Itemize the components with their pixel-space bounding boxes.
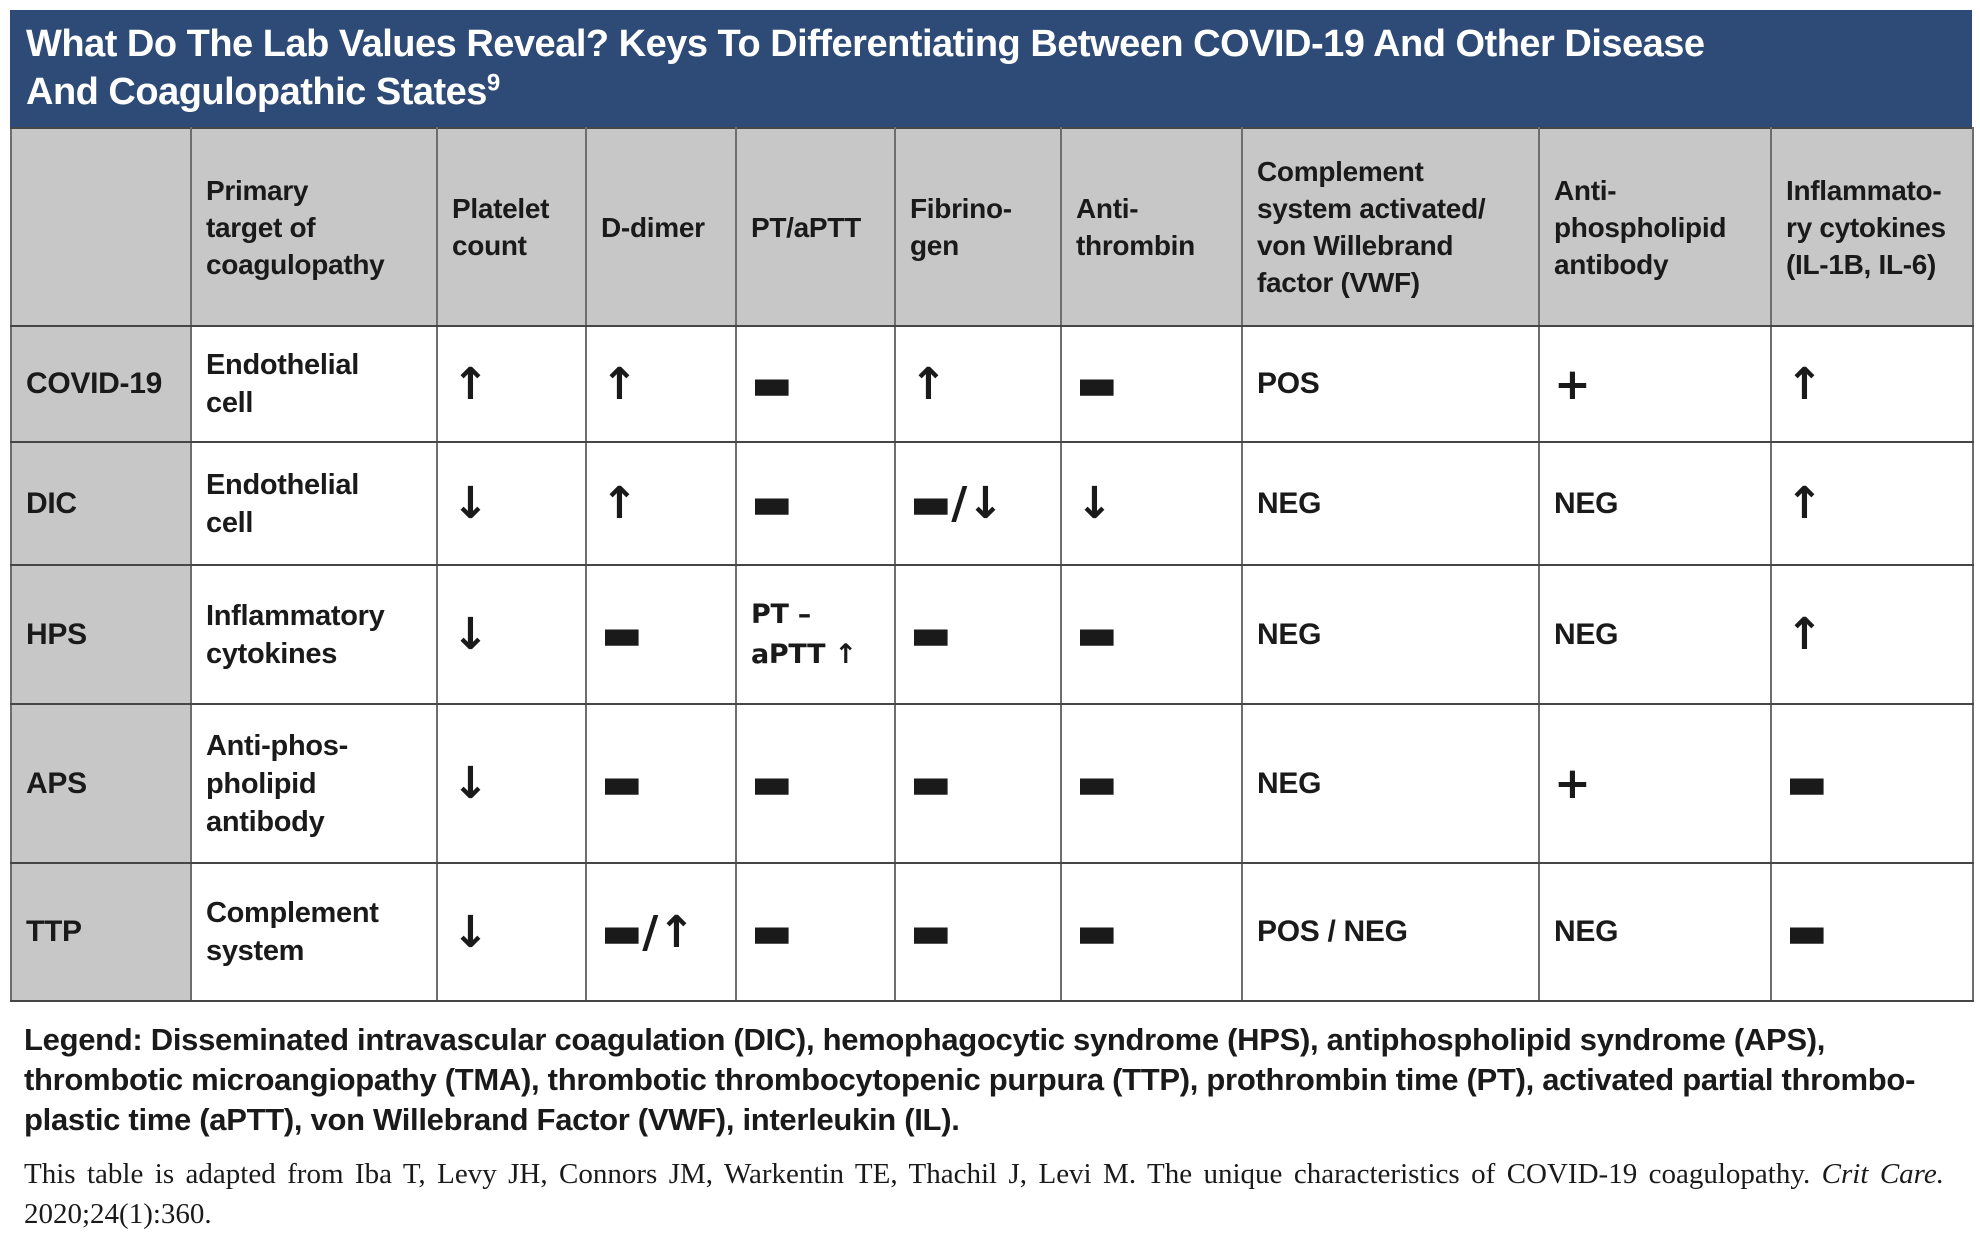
row-label-covid19: COVID-19 bbox=[10, 325, 192, 443]
header-complement-vwf: Complement system activated/ von Willebr… bbox=[1241, 127, 1540, 327]
header-pt-aptt: PT/aPTT bbox=[735, 127, 896, 327]
cell-dic-ptaptt: ▬ bbox=[735, 441, 896, 566]
cell-hps-fibrinogen: ▬ bbox=[894, 564, 1062, 705]
cell-covid19-complement: POS bbox=[1241, 325, 1540, 443]
cell-hps-cytokines: ↑ bbox=[1770, 564, 1974, 705]
cell-covid19-ddimer: ↑ bbox=[585, 325, 737, 443]
cell-ttp-platelet: ↓ bbox=[436, 862, 587, 1002]
cell-ttp-antithrombin: ▬ bbox=[1060, 862, 1243, 1002]
cell-ttp-fibrinogen: ▬ bbox=[894, 862, 1062, 1002]
table-row-ttp: TTP Complement system ↓ ▬/↑ ▬ ▬ ▬ POS / … bbox=[10, 862, 1974, 1002]
cell-hps-antiphospholipid: NEG bbox=[1538, 564, 1772, 705]
cell-hps-ddimer: ▬ bbox=[585, 564, 737, 705]
cell-dic-target: Endothelial cell bbox=[190, 441, 438, 566]
header-antiphospholipid-antibody: Anti- phospholipid antibody bbox=[1538, 127, 1772, 327]
citation-text: This table is adapted from Iba T, Levy J… bbox=[10, 1154, 1972, 1234]
table-row-aps: APS Anti-phos- pholipid antibody ↓ ▬ ▬ ▬… bbox=[10, 703, 1974, 864]
cell-ttp-complement: POS / NEG bbox=[1241, 862, 1540, 1002]
cell-dic-complement: NEG bbox=[1241, 441, 1540, 566]
cell-aps-complement: NEG bbox=[1241, 703, 1540, 864]
citation-before-journal: This table is adapted from Iba T, Levy J… bbox=[24, 1158, 1822, 1190]
cell-covid19-fibrinogen: ↑ bbox=[894, 325, 1062, 443]
cell-dic-cytokines: ↑ bbox=[1770, 441, 1974, 566]
header-corner-cell bbox=[10, 127, 192, 327]
cell-hps-ptaptt: PT – aPTT ↑ bbox=[735, 564, 896, 705]
row-label-aps: APS bbox=[10, 703, 192, 864]
citation-journal-name: Crit Care. bbox=[1821, 1158, 1944, 1190]
cell-aps-cytokines: ▬ bbox=[1770, 703, 1974, 864]
row-label-hps: HPS bbox=[10, 564, 192, 705]
header-d-dimer: D-dimer bbox=[585, 127, 737, 327]
header-row: Primary target of coagulopathy Platelet … bbox=[10, 127, 1974, 327]
table-title-line1: What Do The Lab Values Reveal? Keys To D… bbox=[26, 23, 1705, 65]
cell-dic-antiphospholipid: NEG bbox=[1538, 441, 1772, 566]
cell-dic-fibrinogen: ▬/↓ bbox=[894, 441, 1062, 566]
cell-covid19-antithrombin: ▬ bbox=[1060, 325, 1243, 443]
title-reference-superscript: 9 bbox=[486, 69, 500, 97]
table-row-dic: DIC Endothelial cell ↓ ↑ ▬ ▬/↓ ↓ NEG NEG… bbox=[10, 441, 1974, 566]
table-row-covid19: COVID-19 Endothelial cell ↑ ↑ ▬ ↑ ▬ POS … bbox=[10, 325, 1974, 443]
cell-hps-complement: NEG bbox=[1241, 564, 1540, 705]
cell-covid19-platelet: ↑ bbox=[436, 325, 587, 443]
cell-covid19-target: Endothelial cell bbox=[190, 325, 438, 443]
header-antithrombin: Anti- thrombin bbox=[1060, 127, 1243, 327]
row-label-dic: DIC bbox=[10, 441, 192, 566]
cell-aps-ddimer: ▬ bbox=[585, 703, 737, 864]
citation-after-journal: 2020;24(1):360. bbox=[24, 1198, 212, 1230]
cell-ttp-target: Complement system bbox=[190, 862, 438, 1002]
cell-covid19-cytokines: ↑ bbox=[1770, 325, 1974, 443]
table-title-bar: What Do The Lab Values Reveal? Keys To D… bbox=[10, 10, 1972, 127]
cell-hps-platelet: ↓ bbox=[436, 564, 587, 705]
cell-aps-target: Anti-phos- pholipid antibody bbox=[190, 703, 438, 864]
header-primary-target: Primary target of coagulopathy bbox=[190, 127, 438, 327]
cell-dic-ddimer: ↑ bbox=[585, 441, 737, 566]
cell-aps-fibrinogen: ▬ bbox=[894, 703, 1062, 864]
cell-covid19-ptaptt: ▬ bbox=[735, 325, 896, 443]
cell-ttp-ddimer: ▬/↑ bbox=[585, 862, 737, 1002]
header-platelet-count: Platelet count bbox=[436, 127, 587, 327]
cell-ttp-antiphospholipid: NEG bbox=[1538, 862, 1772, 1002]
cell-covid19-antiphospholipid: + bbox=[1538, 325, 1772, 443]
cell-hps-target: Inflammatory cytokines bbox=[190, 564, 438, 705]
cell-aps-antithrombin: ▬ bbox=[1060, 703, 1243, 864]
table-row-hps: HPS Inflammatory cytokines ↓ ▬ PT – aPTT… bbox=[10, 564, 1974, 705]
header-fibrinogen: Fibrino- gen bbox=[894, 127, 1062, 327]
header-inflammatory-cytokines: Inflammato- ry cytokines (IL-1B, IL-6) bbox=[1770, 127, 1974, 327]
table-title-line2-text: And Coagulopathic States bbox=[26, 71, 487, 113]
cell-aps-ptaptt: ▬ bbox=[735, 703, 896, 864]
cell-aps-antiphospholipid: + bbox=[1538, 703, 1772, 864]
cell-ttp-ptaptt: ▬ bbox=[735, 862, 896, 1002]
cell-aps-platelet: ↓ bbox=[436, 703, 587, 864]
lab-values-table: Primary target of coagulopathy Platelet … bbox=[10, 127, 1974, 1002]
table-title-line2: And Coagulopathic States9 bbox=[26, 68, 1958, 116]
legend-text: Legend: Disseminated intravascular coagu… bbox=[24, 1022, 1916, 1137]
cell-ttp-cytokines: ▬ bbox=[1770, 862, 1974, 1002]
cell-dic-platelet: ↓ bbox=[436, 441, 587, 566]
row-label-ttp: TTP bbox=[10, 862, 192, 1002]
cell-dic-antithrombin: ↓ bbox=[1060, 441, 1243, 566]
cell-hps-antithrombin: ▬ bbox=[1060, 564, 1243, 705]
